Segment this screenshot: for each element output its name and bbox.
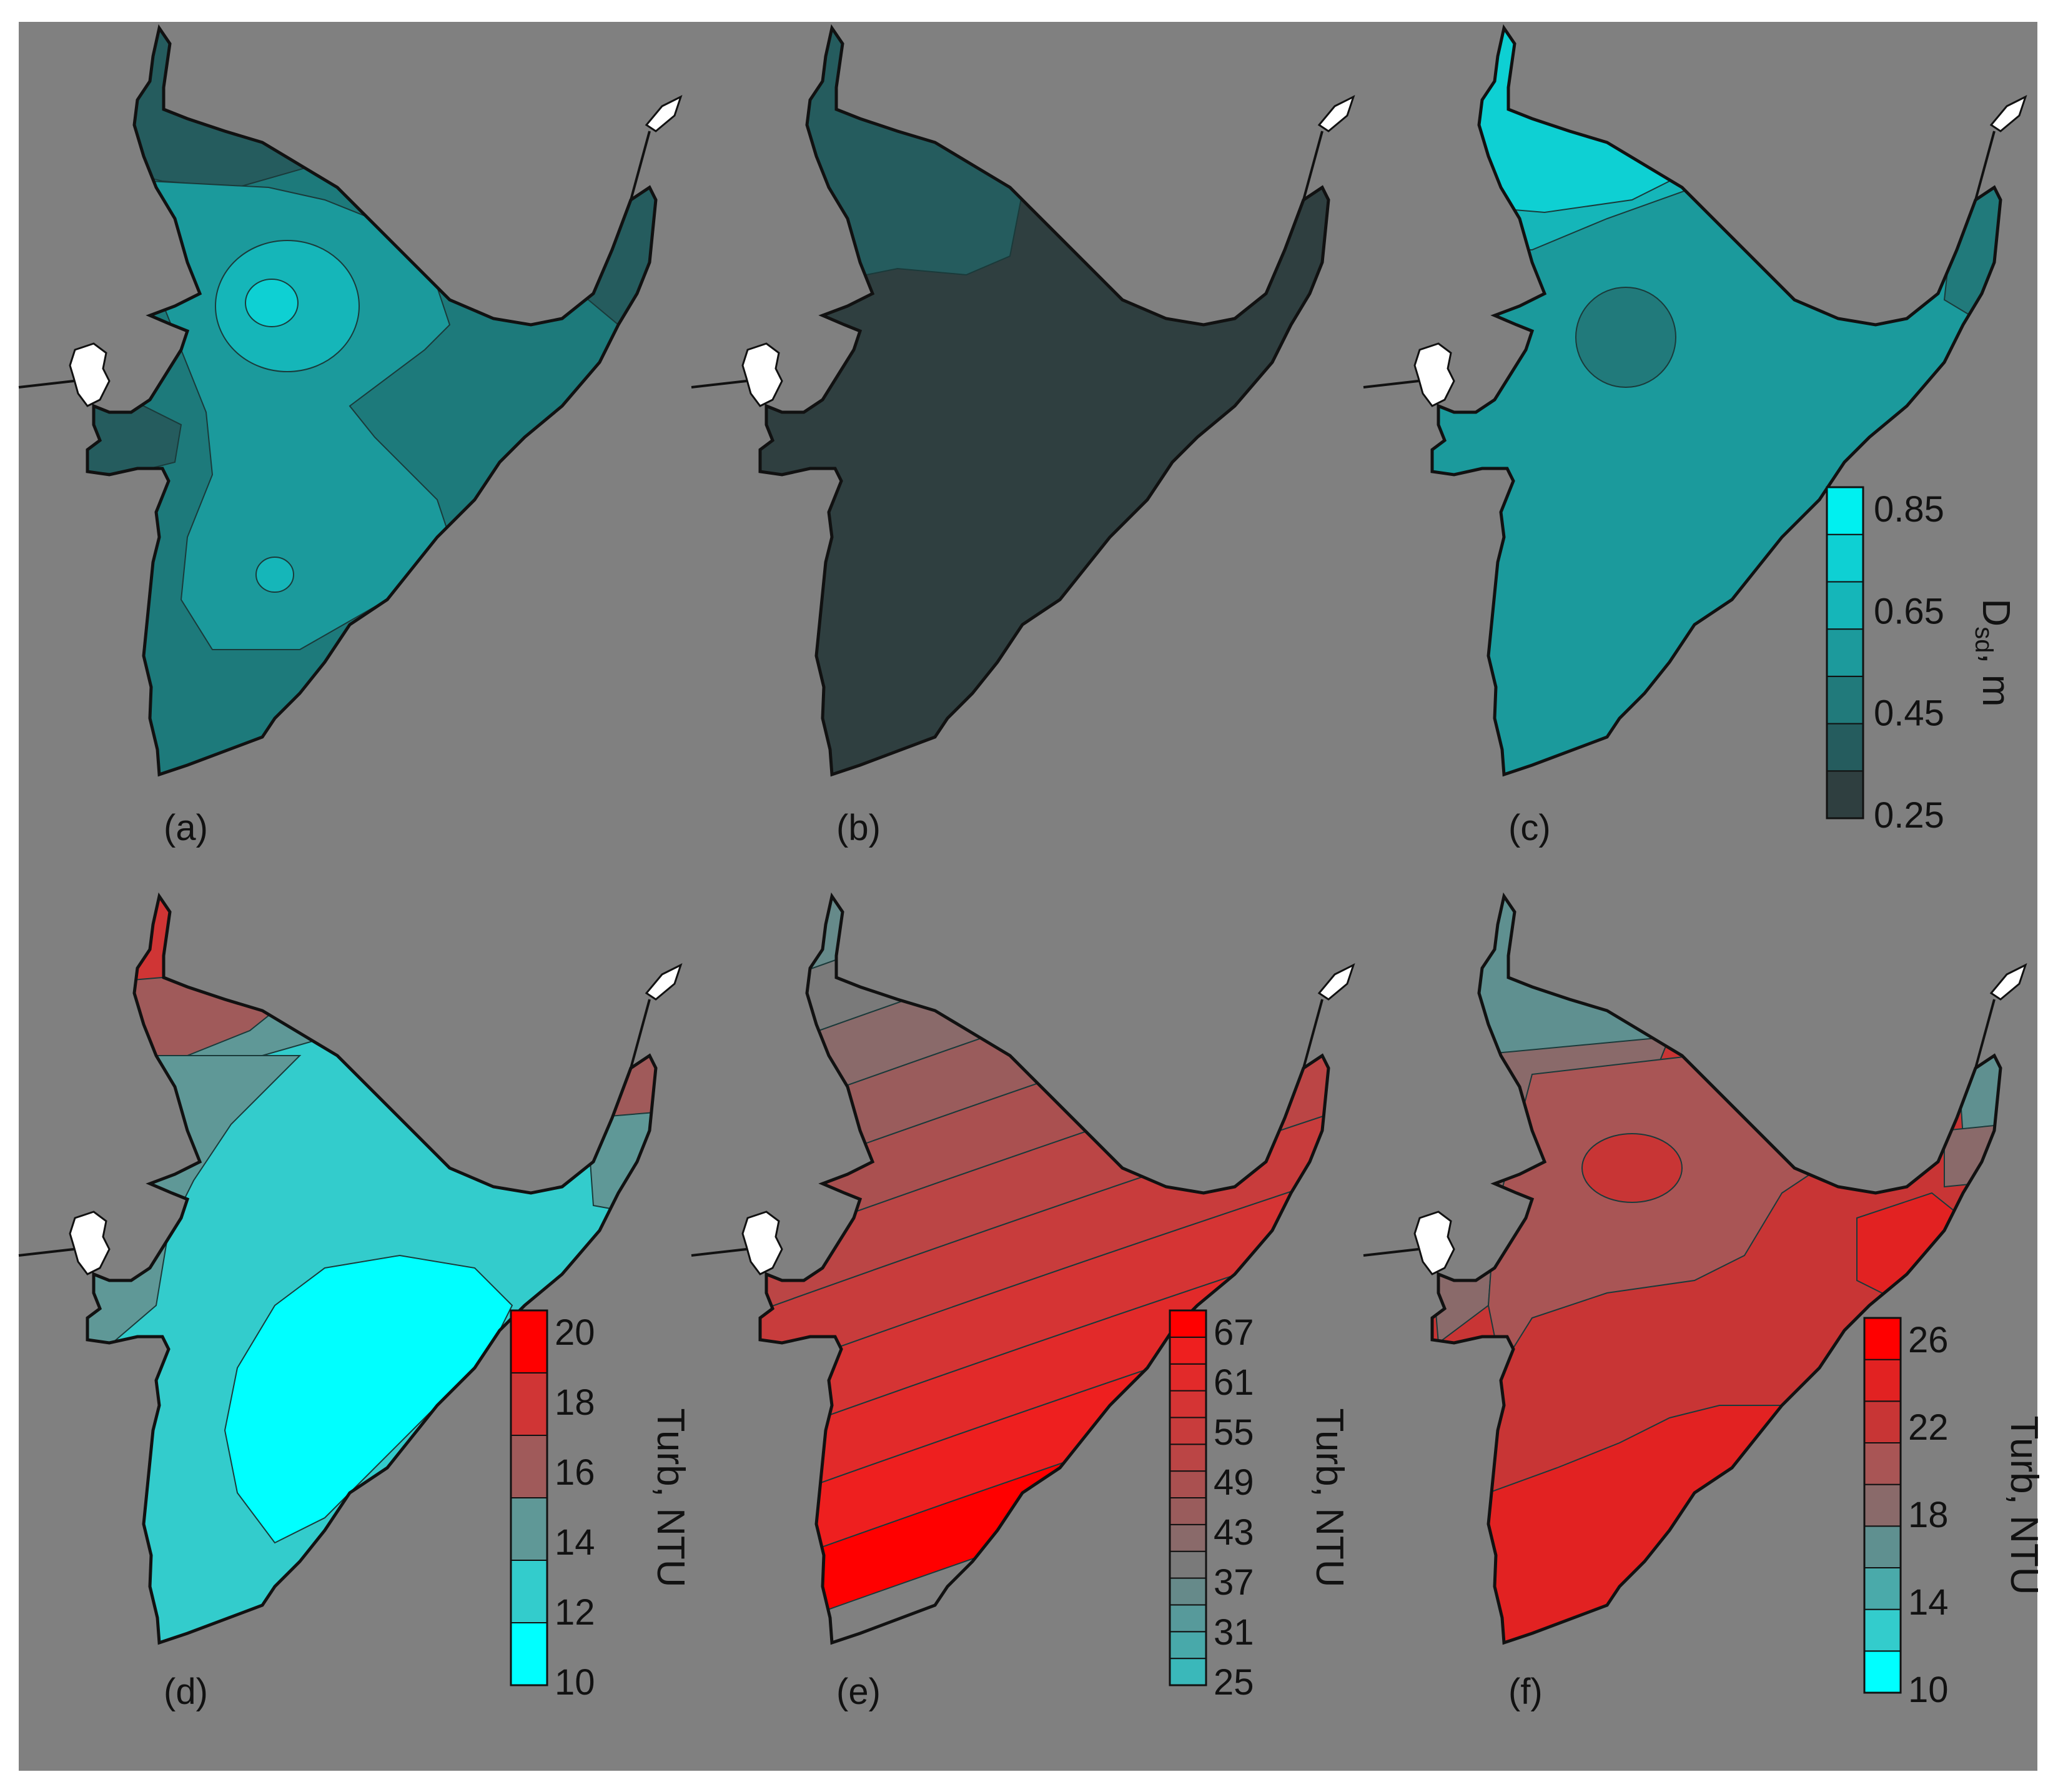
colorbar-title: Turb, NTU: [649, 1408, 692, 1587]
colorbar-tick-label: 22: [1908, 1407, 1949, 1448]
colorbar-tick-label: 55: [1214, 1412, 1254, 1453]
colorbar-segment: [1169, 1390, 1207, 1418]
map-d-zone-core: [224, 1254, 513, 1544]
colorbar-segment: [1864, 1400, 1901, 1443]
colorbar-segment: [1169, 1363, 1207, 1392]
map-a-river-west: [18, 380, 74, 389]
map-a-zone-south-core: [255, 557, 294, 593]
colorbar-tick-label: 20: [555, 1312, 595, 1353]
colorbar-segment: [1864, 1442, 1901, 1485]
colorbar-tick-label: 16: [555, 1452, 595, 1493]
colorbar-frame: [510, 1309, 548, 1686]
colorbar-segment: [1169, 1470, 1207, 1498]
colorbar-segment: [1864, 1359, 1901, 1402]
map-a-zone-core: [245, 279, 299, 327]
colorbar-segment: [510, 1622, 548, 1686]
colorbar-segment: [1169, 1497, 1207, 1525]
colorbar-segment: [1826, 628, 1864, 677]
panel-label-f: (f): [1508, 1671, 1543, 1712]
colorbar-tick-label: 18: [555, 1382, 595, 1423]
map-c-river-ne: [1974, 131, 1996, 200]
colorbar-segment: [1169, 1550, 1207, 1579]
colorbar-title: Dsd, m: [1970, 598, 2017, 706]
panel-label-a: (a): [164, 808, 208, 848]
colorbar-tick-label: 49: [1214, 1462, 1254, 1503]
colorbar-tick-label: 31: [1214, 1612, 1254, 1653]
colorbar-tick-label: 0.65: [1874, 591, 1944, 631]
panel-label-e: (e): [836, 1671, 881, 1712]
colorbar-frame: [1826, 486, 1864, 819]
map-c-river-west: [1363, 380, 1419, 389]
map-f-river-ne: [1974, 999, 1996, 1069]
colorbar-segment: [1169, 1443, 1207, 1472]
colorbar-segment: [1169, 1631, 1207, 1660]
colorbar-segment: [1826, 723, 1864, 772]
colorbar-segment: [1169, 1310, 1207, 1338]
colorbar-frame: [1863, 1317, 1902, 1694]
colorbar-segment: [1826, 581, 1864, 630]
legend-secchi: 0.85 0.65 0.45 0.25 Dsd, m: [1826, 486, 2017, 836]
panel-label-b: (b): [836, 808, 881, 848]
colorbar-segment: [510, 1310, 548, 1374]
colorbar-tick-label: 14: [555, 1522, 595, 1563]
legend-turb-e: 67 61 55 49 43 37 31 25 Turb, NTU: [1169, 1309, 1351, 1703]
colorbar-segment: [1864, 1317, 1901, 1360]
colorbar-tick-label: 10: [1908, 1670, 1949, 1710]
colorbar-tick-label: 25: [1214, 1662, 1254, 1703]
panel-label-c: (c): [1508, 808, 1551, 848]
legend-turb-d: 20 18 16 14 12 10 Turb, NTU: [510, 1309, 692, 1703]
colorbar-segment: [510, 1435, 548, 1498]
colorbar-tick-label: 61: [1214, 1362, 1254, 1403]
colorbar-segment: [1169, 1658, 1207, 1686]
map-a-river-ne: [630, 131, 651, 200]
colorbar-segment: [1826, 770, 1864, 819]
colorbar-segment: [1864, 1483, 1901, 1527]
map-b-river-west: [691, 380, 747, 389]
colorbar-segment: [1864, 1650, 1901, 1693]
colorbar-segment: [1826, 533, 1864, 583]
map-e-river-ne: [1302, 999, 1323, 1069]
colorbar-segment: [1169, 1336, 1207, 1365]
panel-label-d: (d): [164, 1671, 208, 1712]
colorbar-segment: [1864, 1525, 1901, 1568]
legend-turb-f: 26 22 18 14 10 Turb, NTU: [1863, 1317, 2046, 1710]
colorbar-tick-label: 14: [1908, 1582, 1949, 1623]
colorbar-tick-label: 43: [1214, 1512, 1254, 1553]
colorbar-segment: [510, 1372, 548, 1436]
colorbar-tick-label: 37: [1214, 1562, 1254, 1603]
colorbar-tick-label: 0.45: [1874, 693, 1944, 734]
colorbar-tick-label: 67: [1214, 1312, 1254, 1353]
colorbar-title: Turb, NTU: [2002, 1415, 2046, 1595]
colorbar-tick-label: 26: [1908, 1320, 1949, 1360]
colorbar-segment: [1826, 675, 1864, 725]
colorbar-tick-label: 18: [1908, 1495, 1949, 1535]
map-e-river-west: [691, 1248, 747, 1257]
colorbar-segment: [1864, 1608, 1901, 1652]
map-f-zone-north-spot: [1581, 1133, 1683, 1203]
colorbar-tick-label: 10: [555, 1662, 595, 1703]
map-f-river-west: [1363, 1248, 1419, 1257]
colorbar-segment: [510, 1497, 548, 1561]
colorbar-segment: [510, 1560, 548, 1623]
map-d-river-west: [18, 1248, 74, 1257]
map-c-zone-spot: [1575, 287, 1676, 388]
colorbar-segment: [1169, 1523, 1207, 1552]
colorbar-segment: [1826, 487, 1864, 535]
colorbar-title: Turb, NTU: [1308, 1408, 1351, 1587]
colorbar-segment: [1864, 1567, 1901, 1610]
map-b-river-ne: [1302, 131, 1323, 200]
colorbar-segment: [1169, 1417, 1207, 1445]
colorbar-segment: [1169, 1604, 1207, 1633]
colorbar-segment: [1169, 1577, 1207, 1606]
map-a-zone-west: [87, 398, 182, 476]
colorbar-tick-label: 12: [555, 1592, 595, 1633]
colorbar-tick-label: 0.25: [1874, 795, 1944, 836]
map-d-river-ne: [630, 999, 651, 1069]
colorbar-frame: [1169, 1309, 1207, 1686]
colorbar-tick-label: 0.85: [1874, 489, 1944, 530]
